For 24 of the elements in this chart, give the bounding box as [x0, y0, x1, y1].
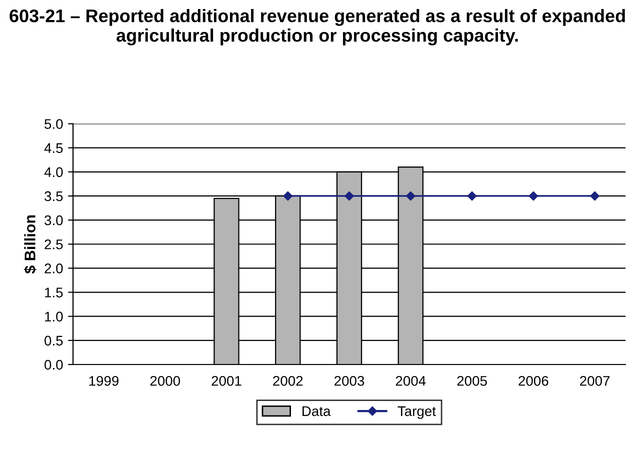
- x-tick-label: 2001: [212, 376, 242, 386]
- chart-title: 603-21 – Reported additional revenue generated as a result of expanded agricultural production or processing capacity.: [10, 9, 625, 46]
- y-tick-label: 1.0: [45, 312, 63, 322]
- x-tick-label: 2004: [396, 376, 426, 386]
- y-tick-label: 2.0: [44, 264, 63, 274]
- y-axis-title: $ Billion: [24, 215, 36, 274]
- x-tick-label: 2006: [518, 376, 548, 386]
- x-tick-label: 2000: [150, 376, 180, 386]
- x-tick-label: 2003: [334, 376, 364, 386]
- legend-label: Target: [398, 406, 436, 419]
- y-tick-label: 4.5: [44, 143, 63, 153]
- x-tick-label: 2002: [273, 376, 303, 386]
- y-tick-label: 2.5: [44, 239, 63, 250]
- y-tick-label: 5.0: [44, 119, 63, 129]
- y-tick-label: 0.5: [44, 336, 63, 346]
- x-tick-label: 2005: [457, 376, 487, 386]
- legend-label: Data: [302, 406, 331, 416]
- y-tick-label: 4.0: [44, 167, 63, 178]
- x-tick-label: 1999: [89, 376, 119, 386]
- x-tick-label: 2007: [580, 376, 610, 386]
- y-tick-label: 1.5: [45, 288, 63, 298]
- y-tick-label: 3.5: [44, 191, 63, 202]
- y-tick-label: 0.0: [44, 360, 63, 370]
- y-tick-label: 3.0: [44, 215, 63, 226]
